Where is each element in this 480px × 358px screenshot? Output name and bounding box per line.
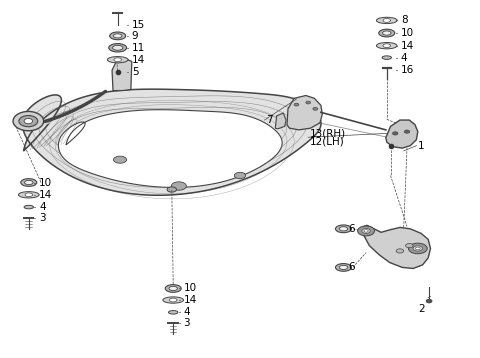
Ellipse shape [336, 263, 351, 271]
Text: 7: 7 [266, 115, 273, 125]
Text: 5: 5 [132, 67, 138, 77]
Ellipse shape [24, 205, 34, 209]
Ellipse shape [382, 56, 392, 59]
Ellipse shape [24, 180, 33, 185]
Ellipse shape [376, 17, 397, 24]
Ellipse shape [339, 265, 348, 270]
Ellipse shape [396, 249, 404, 253]
Polygon shape [275, 113, 286, 129]
Text: 14: 14 [39, 190, 52, 200]
Ellipse shape [108, 57, 128, 63]
Text: 3: 3 [39, 213, 46, 223]
Text: 3: 3 [183, 318, 190, 328]
Ellipse shape [113, 156, 127, 163]
Ellipse shape [169, 286, 178, 291]
Ellipse shape [339, 227, 348, 231]
Ellipse shape [313, 107, 318, 110]
Text: 4: 4 [39, 202, 46, 212]
Text: 10: 10 [39, 178, 52, 188]
Ellipse shape [426, 299, 432, 303]
Text: 11: 11 [132, 43, 145, 53]
Text: 14: 14 [183, 295, 197, 305]
Text: 14: 14 [132, 55, 145, 65]
Ellipse shape [163, 297, 183, 303]
Ellipse shape [19, 116, 38, 127]
Ellipse shape [169, 298, 177, 302]
Ellipse shape [393, 132, 398, 135]
Text: 9: 9 [132, 31, 138, 41]
Ellipse shape [21, 179, 37, 187]
Ellipse shape [364, 230, 368, 232]
Text: 10: 10 [183, 284, 197, 294]
Polygon shape [112, 59, 132, 91]
Ellipse shape [376, 43, 397, 49]
Ellipse shape [358, 226, 374, 236]
Ellipse shape [379, 29, 395, 37]
Polygon shape [23, 89, 321, 195]
Ellipse shape [24, 118, 33, 124]
Text: 2: 2 [418, 304, 424, 314]
Text: 1: 1 [418, 141, 424, 151]
Ellipse shape [306, 101, 311, 104]
Ellipse shape [25, 193, 33, 197]
Ellipse shape [336, 225, 351, 233]
Ellipse shape [168, 310, 178, 314]
Ellipse shape [408, 243, 427, 254]
Text: 4: 4 [401, 53, 408, 63]
Ellipse shape [171, 182, 186, 190]
Ellipse shape [113, 34, 122, 38]
Ellipse shape [405, 130, 409, 133]
Ellipse shape [362, 228, 370, 233]
Ellipse shape [406, 243, 413, 248]
Text: 13(RH): 13(RH) [310, 129, 346, 139]
Text: 14: 14 [401, 41, 414, 51]
Polygon shape [287, 96, 323, 130]
Ellipse shape [383, 19, 391, 22]
Ellipse shape [383, 44, 391, 48]
Ellipse shape [114, 58, 121, 62]
Ellipse shape [109, 44, 127, 52]
Ellipse shape [413, 246, 422, 251]
Text: 6: 6 [348, 262, 355, 272]
Polygon shape [59, 110, 282, 188]
Ellipse shape [165, 285, 181, 292]
Ellipse shape [112, 45, 123, 50]
Ellipse shape [167, 187, 177, 192]
Text: 16: 16 [401, 65, 414, 75]
Ellipse shape [383, 31, 391, 35]
Polygon shape [386, 120, 418, 148]
Text: 12(LH): 12(LH) [310, 136, 344, 146]
Ellipse shape [110, 32, 126, 40]
Ellipse shape [234, 172, 246, 179]
Text: 10: 10 [401, 28, 414, 38]
Text: 8: 8 [401, 15, 408, 25]
Ellipse shape [416, 247, 420, 250]
Ellipse shape [13, 111, 44, 131]
Text: 4: 4 [183, 307, 190, 317]
Ellipse shape [294, 103, 299, 106]
Text: 15: 15 [132, 20, 145, 30]
Ellipse shape [18, 192, 39, 198]
Polygon shape [360, 225, 431, 268]
Text: 6: 6 [348, 224, 355, 234]
